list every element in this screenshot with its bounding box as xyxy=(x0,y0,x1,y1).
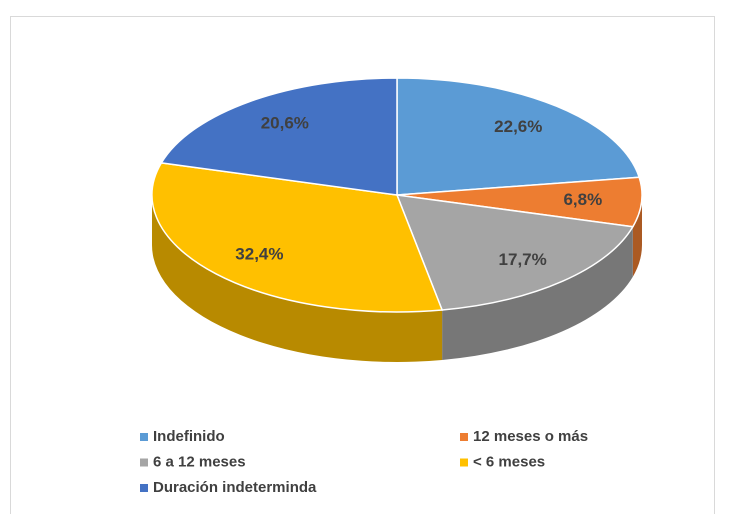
legend-label: < 6 meses xyxy=(473,453,545,470)
legend-swatch xyxy=(140,433,148,441)
legend-label: Indefinido xyxy=(153,428,225,445)
data-label: 22,6% xyxy=(494,117,542,136)
data-label: 32,4% xyxy=(235,244,283,263)
slice xyxy=(396,77,641,196)
slice-side xyxy=(152,195,443,363)
legend-swatch xyxy=(460,458,468,467)
legend-swatch xyxy=(460,433,468,441)
legend-label: Duración indeterminda xyxy=(153,479,317,496)
slice xyxy=(395,194,635,311)
chart-border xyxy=(10,16,715,514)
legend-swatch xyxy=(140,458,148,467)
legend-label: 12 meses o más xyxy=(473,428,588,445)
slice-side xyxy=(442,226,633,360)
data-label: 17,7% xyxy=(499,250,547,269)
slice-side xyxy=(632,195,642,277)
data-label: 6,8% xyxy=(563,190,602,209)
data-label: 20,6% xyxy=(261,114,309,133)
legend-swatch xyxy=(140,484,148,492)
slice xyxy=(151,162,444,313)
slice xyxy=(396,176,643,228)
slice xyxy=(160,77,398,196)
legend-label: 6 a 12 meses xyxy=(153,453,246,470)
